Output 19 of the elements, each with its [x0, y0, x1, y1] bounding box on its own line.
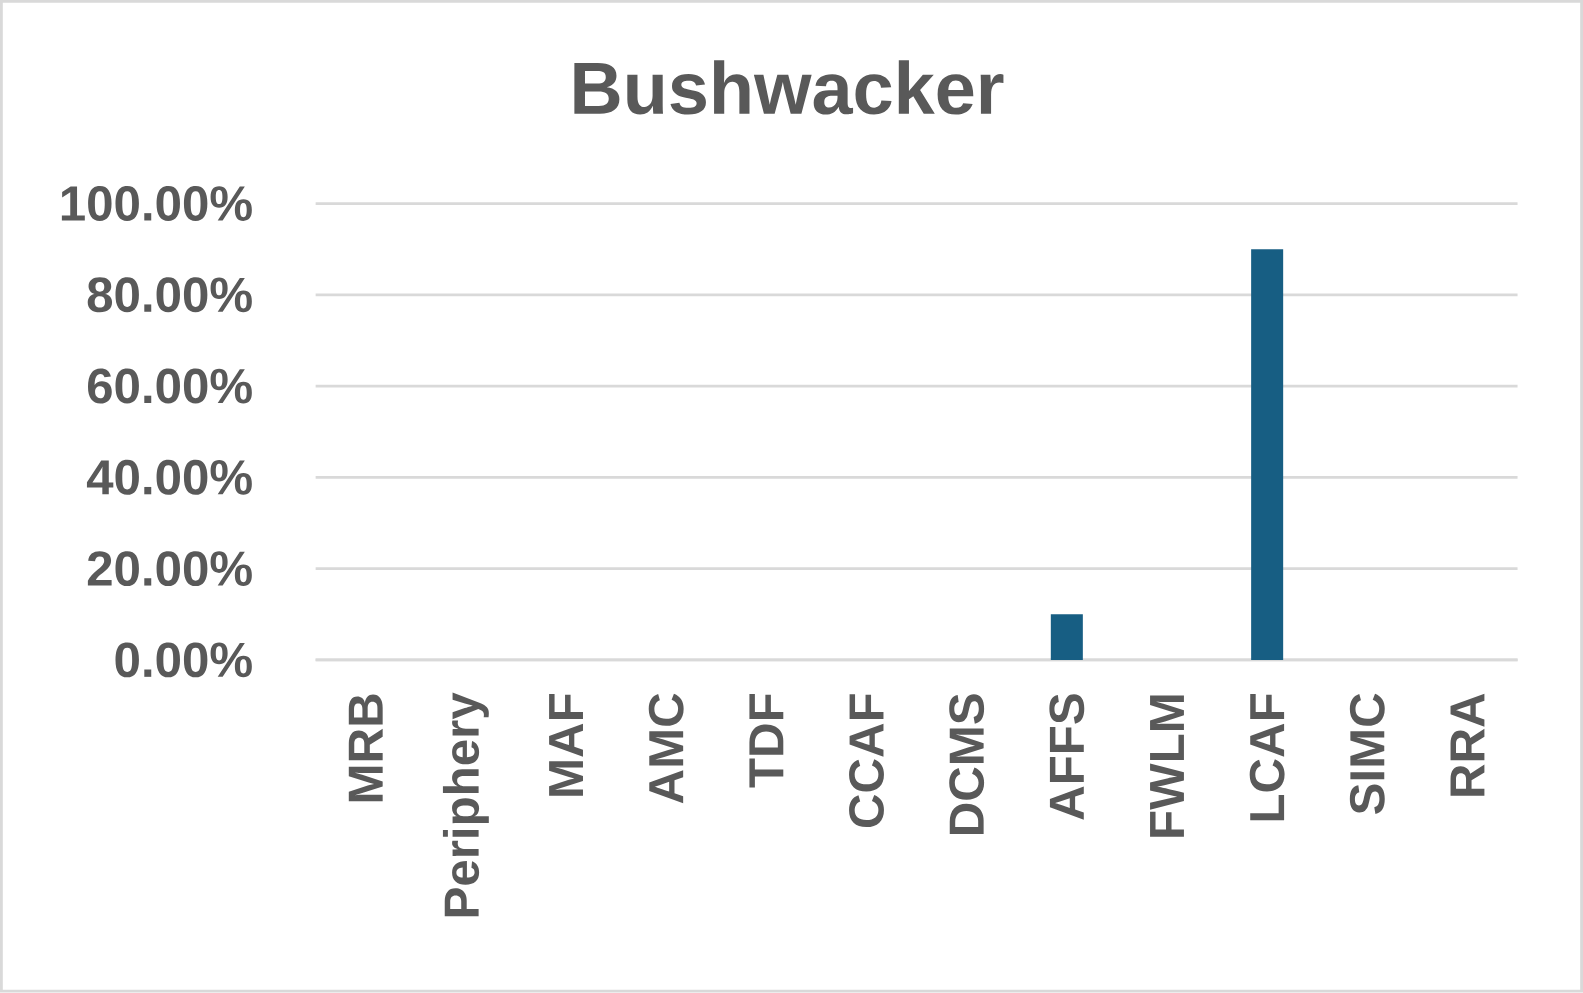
x-tick-label: DCMS: [949, 694, 985, 835]
y-tick-label: 0.00%: [115, 642, 252, 678]
chart-title: Bushwacker: [574, 60, 1004, 115]
x-tick-label: SIMC: [1349, 693, 1385, 815]
x-tick-label: TDF: [749, 694, 784, 788]
y-tick-label: 40.00%: [86, 460, 252, 496]
x-tick-label: AMC: [648, 693, 684, 804]
x-tick-label: LCAF: [1249, 694, 1285, 821]
x-tick-label: RRA: [1450, 693, 1485, 796]
y-tick-label: 100.00%: [61, 186, 252, 222]
x-tick-label: MRB: [348, 694, 383, 802]
y-tick-label: 20.00%: [87, 551, 252, 587]
x-tick-label: FWLM: [1150, 695, 1184, 837]
x-tick-label: AFFS: [1049, 694, 1085, 820]
x-tick-label: CCAF: [849, 694, 884, 828]
x-tick-label: MAF: [549, 694, 583, 796]
y-tick-label: 80.00%: [87, 277, 252, 313]
x-tick-label: Periphery: [442, 692, 489, 917]
y-tick-label: 60.00%: [87, 368, 252, 404]
